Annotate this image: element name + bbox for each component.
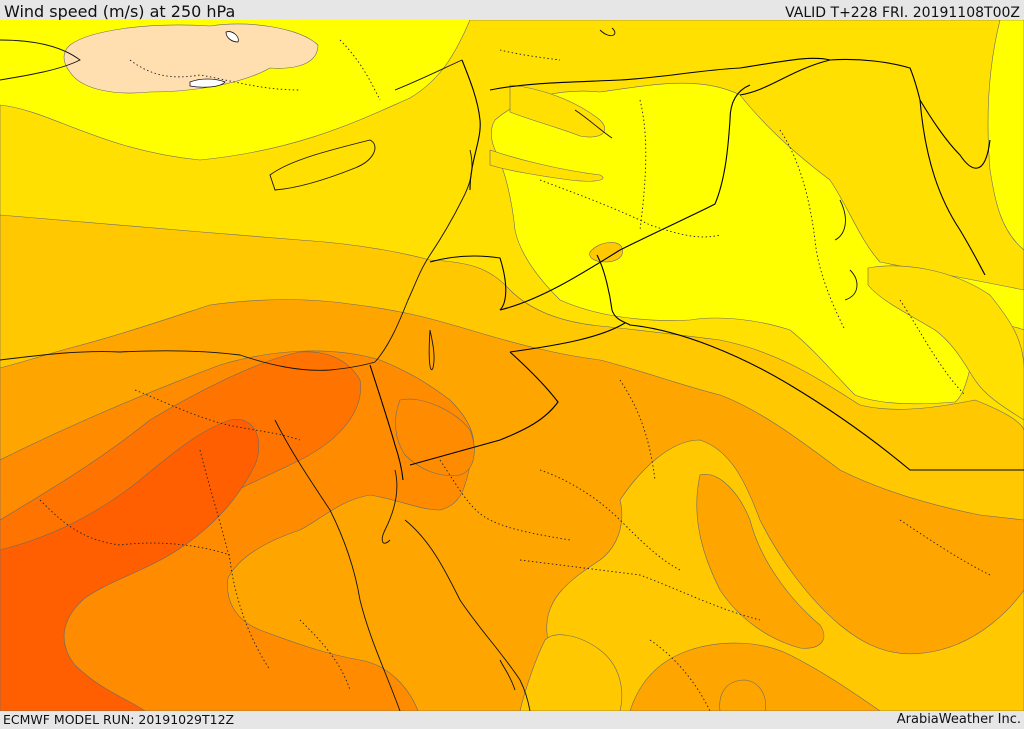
band-1-north: [63, 23, 319, 94]
band-6-east-finger: [395, 398, 475, 476]
band-3-gulf-tongue: [509, 84, 606, 138]
band-6-core: [0, 350, 475, 711]
band-3-sinai-finger: [489, 149, 604, 182]
coastlines: [0, 27, 858, 711]
band-3-east-patch: [867, 265, 1024, 421]
band-4-bottom-lobe: [519, 634, 623, 711]
wind-speed-map: [0, 20, 1024, 711]
model-run: ECMWF MODEL RUN: 20191029T12Z: [3, 712, 235, 727]
country-borders: [369, 57, 1024, 481]
admin-boundaries: [39, 39, 991, 711]
band-5-bottom-nub: [719, 679, 766, 711]
map-title: Wind speed (m/s) at 250 hPa: [4, 2, 236, 21]
header-bar: Wind speed (m/s) at 250 hPa VALID T+228 …: [0, 0, 1024, 21]
band-8: [0, 419, 260, 711]
valid-time: VALID T+228 FRI. 20191108T00Z: [785, 5, 1020, 21]
lake-north-1: [189, 78, 226, 88]
credit-label: ArabiaWeather Inc.: [896, 712, 1021, 727]
band-5-south-lobe: [696, 474, 825, 649]
lake-north-2: [225, 31, 239, 43]
footer-bar: ECMWF MODEL RUN: 20191029T12Z ArabiaWeat…: [0, 711, 1024, 729]
